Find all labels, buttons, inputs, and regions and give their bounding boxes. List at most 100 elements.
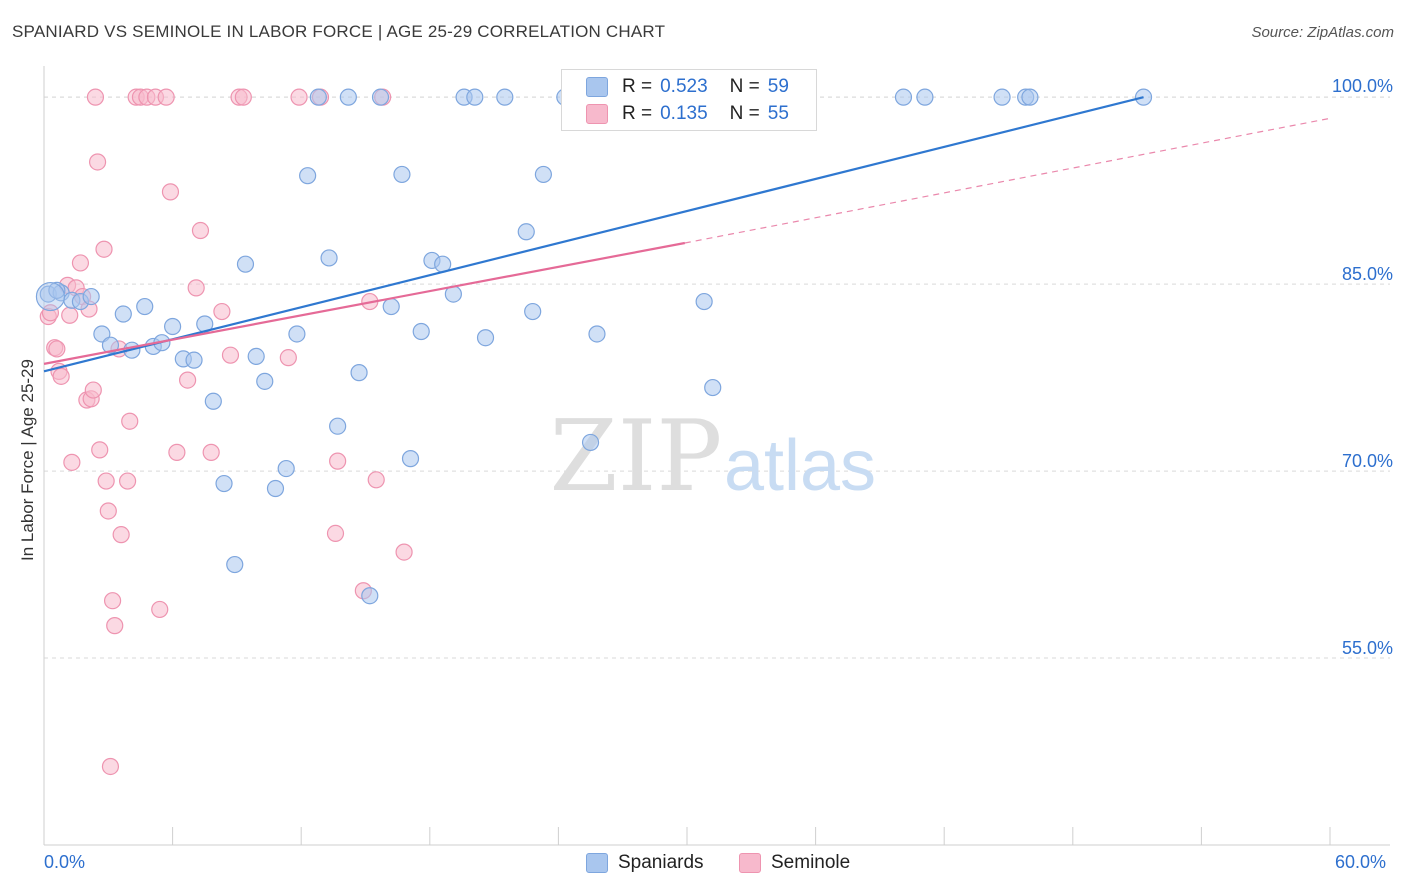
seminole-point	[279, 349, 297, 367]
seminole-point	[213, 302, 231, 321]
seminole-point	[91, 441, 109, 459]
spaniards-point	[339, 88, 357, 106]
spaniards-point	[401, 450, 420, 468]
spaniards-point	[226, 555, 244, 574]
spaniards-point	[48, 281, 66, 299]
spaniards-trend-line	[43, 96, 1144, 373]
spaniards-point	[101, 336, 120, 354]
seminole-point	[161, 183, 180, 201]
seminole-point	[95, 240, 113, 258]
spaniards-point	[581, 433, 600, 452]
spaniards-point	[350, 364, 368, 382]
spaniards-point	[164, 317, 182, 336]
r-label: R =	[622, 103, 653, 124]
legend-label-seminole: Seminole	[771, 852, 851, 873]
seminole-point	[395, 543, 413, 561]
seminole-point	[112, 526, 130, 544]
x-min-label: 0.0%	[44, 852, 86, 872]
seminole-point	[88, 153, 107, 171]
spaniards-points	[35, 88, 1153, 605]
n-value: 55	[767, 103, 789, 124]
seminole-point	[367, 471, 385, 489]
spaniards-point-large	[35, 281, 66, 312]
seminole-point	[99, 502, 117, 520]
seminole-swatch	[739, 853, 761, 873]
n-label: N =	[729, 103, 760, 124]
seminole-point	[290, 88, 308, 106]
source-credit: Source: ZipAtlas.com	[1251, 24, 1394, 41]
x-max-label: 60.0%	[1335, 852, 1387, 872]
grid-lines	[44, 96, 1390, 659]
r-value: 0.523	[660, 76, 708, 97]
spaniards-point	[247, 347, 265, 366]
seminole-point	[187, 279, 205, 297]
seminole-point	[157, 88, 175, 106]
y-tick-labels: 55.0% 70.0% 85.0% 100.0%	[1332, 76, 1393, 658]
seminole-point	[202, 443, 220, 461]
spaniards-point	[476, 329, 495, 347]
spaniards-point	[320, 249, 338, 267]
seminole-trend-line	[43, 241, 686, 365]
watermark: ZIP atlas	[550, 400, 876, 514]
legend-row-spaniards: R = 0.523 N = 59	[586, 74, 789, 100]
spaniards-point	[496, 88, 514, 106]
spaniards-point	[136, 297, 154, 316]
legend-item-spaniards[interactable]: Spaniards	[586, 852, 704, 874]
spaniards-point	[288, 325, 306, 343]
seminole-point	[326, 524, 345, 543]
legend-label-spaniards: Spaniards	[618, 852, 704, 873]
spaniards-swatch	[586, 77, 608, 97]
spaniards-point	[993, 88, 1011, 106]
legend-row-seminole: R = 0.135 N = 55	[586, 101, 789, 127]
watermark-atlas: atlas	[724, 426, 876, 506]
spaniards-point	[256, 372, 274, 390]
r-value: 0.135	[660, 103, 708, 124]
spaniards-point	[309, 88, 327, 106]
spaniards-point	[114, 305, 132, 323]
legend-item-seminole[interactable]: Seminole	[739, 852, 850, 874]
seminole-point	[168, 443, 186, 461]
seminole-point	[234, 88, 252, 106]
spaniards-point	[371, 88, 390, 106]
spaniards-point	[382, 297, 400, 316]
spaniards-point	[1021, 88, 1039, 106]
correlation-legend: R = 0.523 N = 59 R = 0.135 N = 55	[561, 69, 817, 131]
seminole-point	[52, 367, 70, 385]
seminole-point	[97, 472, 115, 490]
seminole-point	[103, 592, 122, 610]
axes	[43, 66, 1390, 846]
y-tick-label: 55.0%	[1342, 638, 1393, 658]
seminole-point	[151, 600, 169, 619]
n-label: N =	[729, 76, 760, 97]
spaniards-point	[517, 223, 535, 241]
spaniards-point	[412, 322, 430, 341]
seminole-point	[329, 452, 347, 470]
seminole-point	[41, 304, 60, 322]
series-legend: Spaniards Seminole	[0, 852, 1406, 878]
spaniards-point	[894, 88, 913, 106]
spaniards-point	[329, 417, 347, 435]
spaniards-point	[277, 459, 295, 478]
spaniards-point	[299, 167, 317, 185]
seminole-point	[191, 221, 210, 240]
spaniards-point	[534, 165, 552, 184]
spaniards-point	[204, 392, 222, 410]
y-tick-label: 85.0%	[1342, 264, 1393, 284]
seminole-point	[71, 254, 90, 272]
seminole-point	[179, 371, 197, 389]
seminole-point	[101, 757, 120, 776]
seminole-point	[86, 88, 105, 106]
trend-lines	[43, 96, 1331, 373]
chart-title: SPANIARD VS SEMINOLE IN LABOR FORCE | AG…	[12, 22, 666, 41]
spaniards-point	[236, 255, 255, 273]
spaniards-point	[466, 88, 484, 106]
y-tick-label: 100.0%	[1332, 76, 1393, 96]
spaniards-point	[185, 351, 203, 369]
n-value: 59	[767, 76, 789, 97]
spaniards-point	[82, 287, 100, 306]
seminole-point	[63, 453, 81, 471]
seminole-swatch	[586, 104, 608, 124]
seminole-point	[84, 381, 102, 399]
spaniards-point	[704, 378, 722, 397]
spaniards-point	[588, 325, 606, 343]
